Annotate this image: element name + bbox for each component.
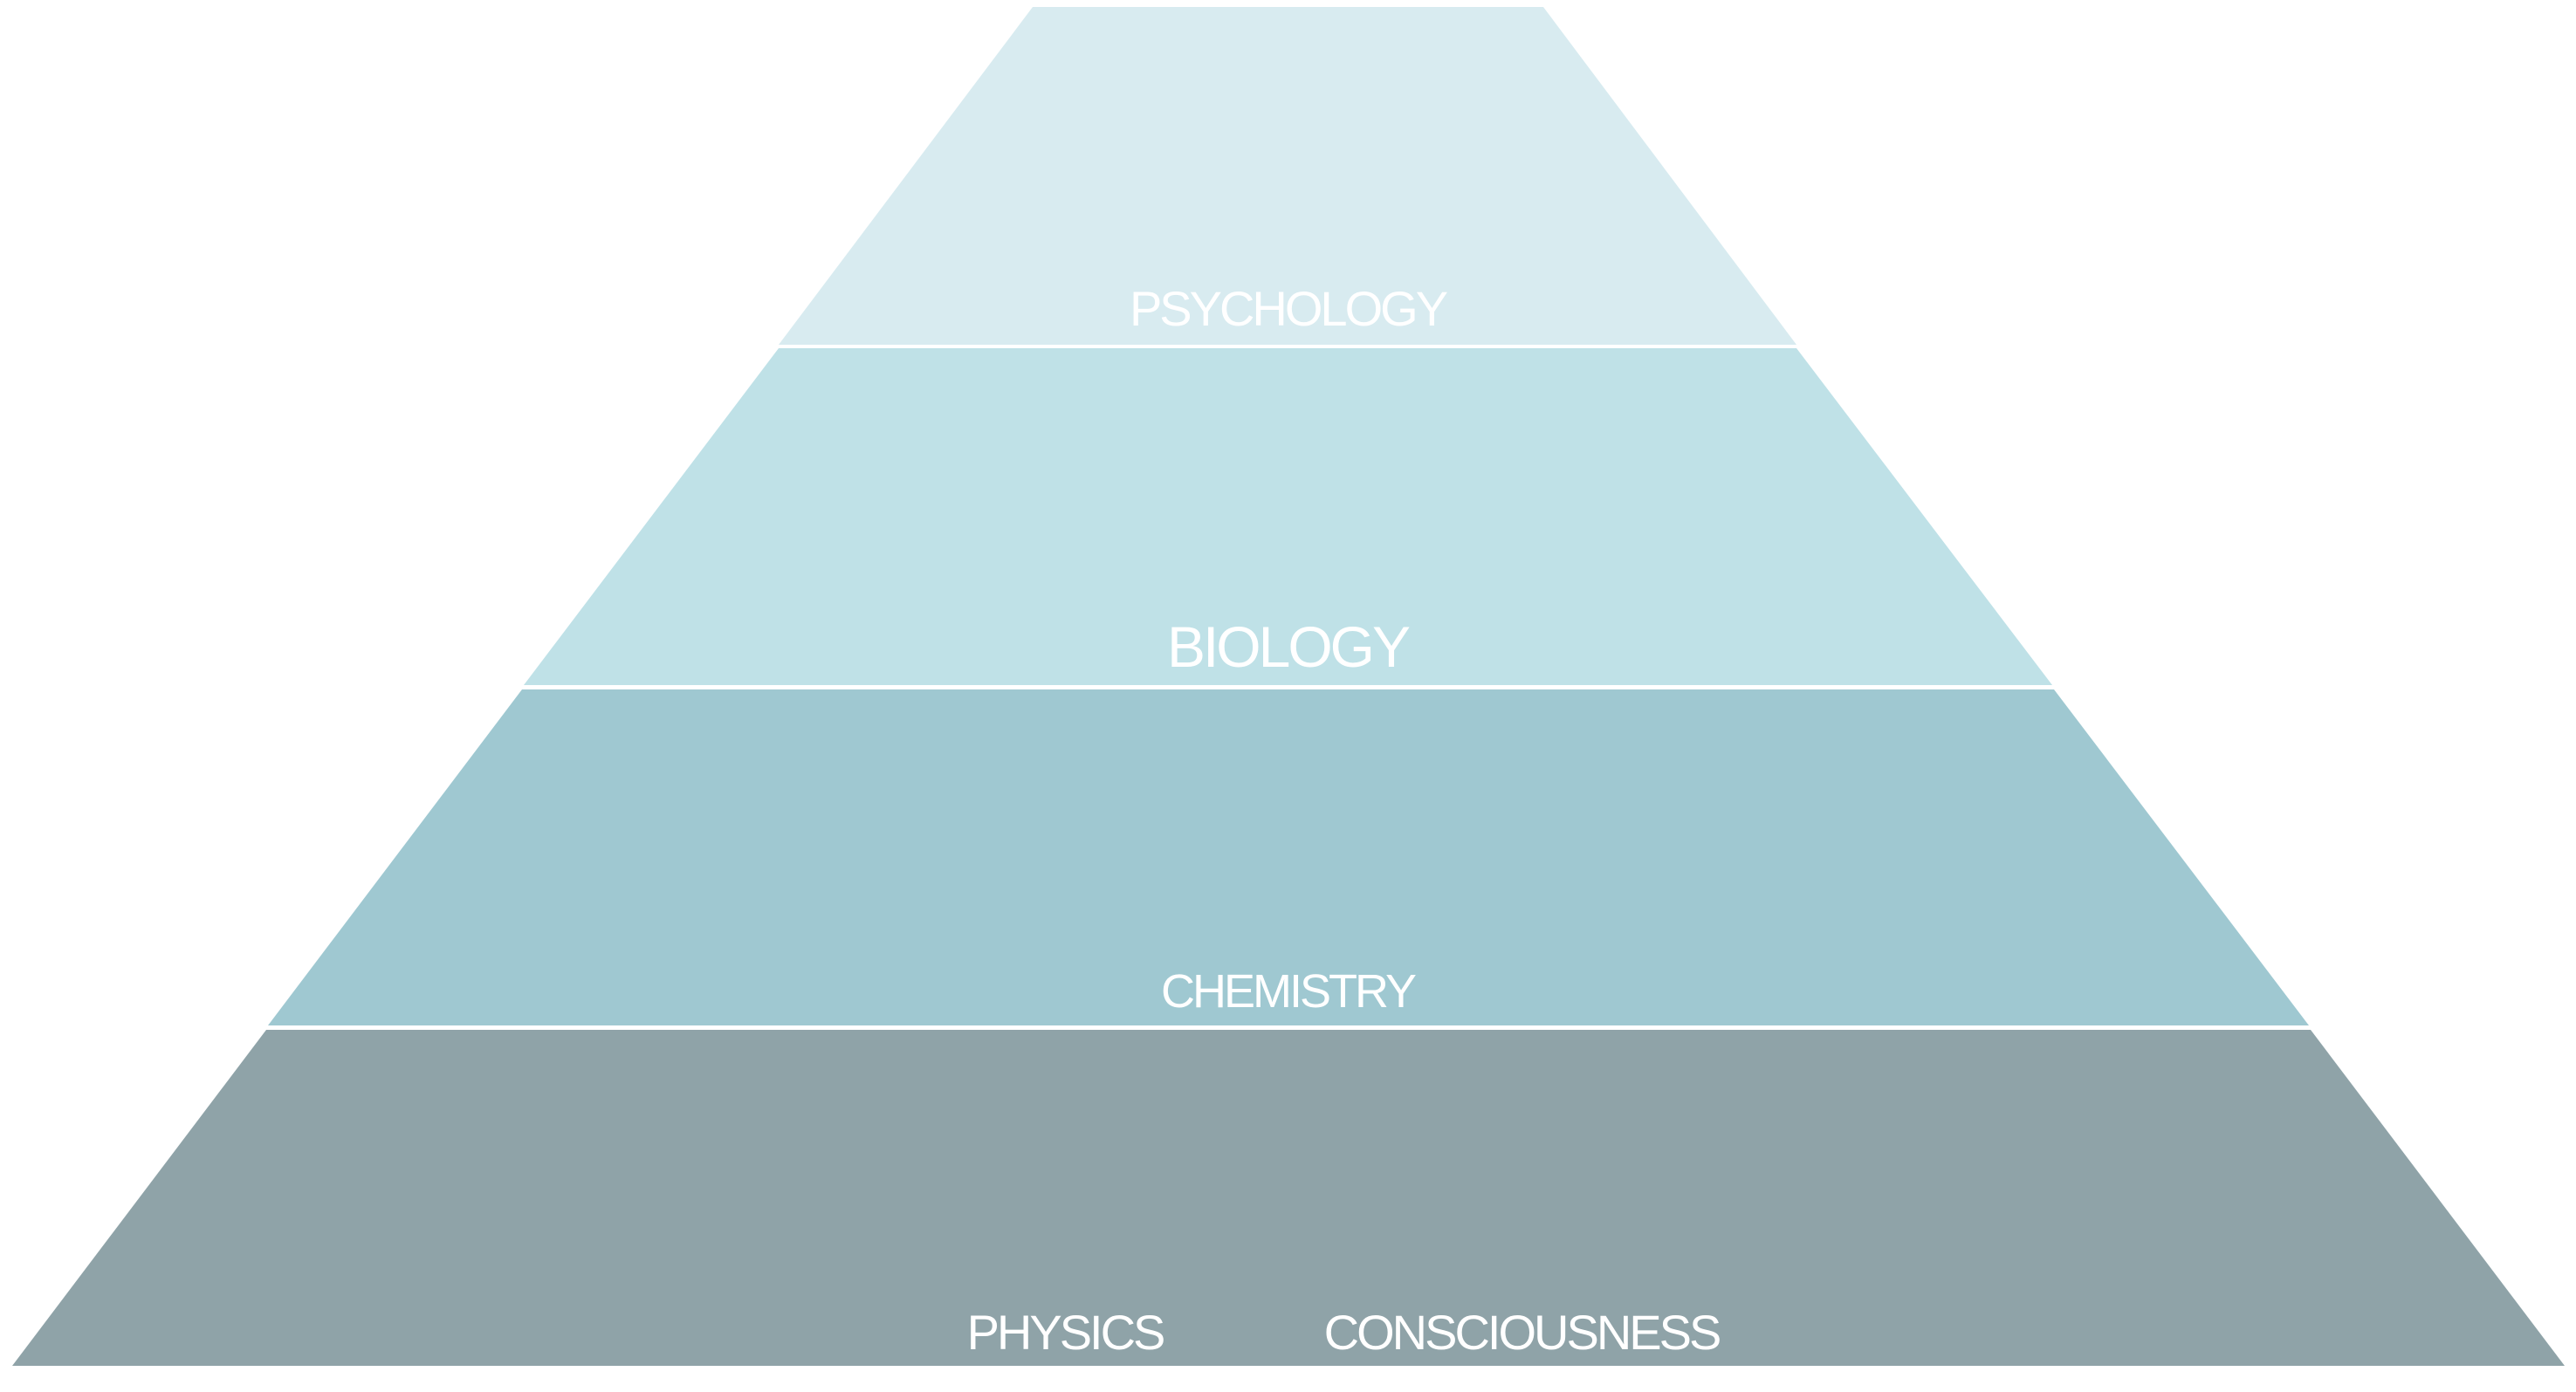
tier-physics-label: PHYSICS — [967, 1305, 1164, 1360]
tier-biology — [524, 348, 2052, 685]
tier-consciousness-label: CONSCIOUSNESS — [1324, 1305, 1720, 1360]
tier-psychology — [779, 7, 1796, 345]
tier-chemistry — [268, 689, 2309, 1025]
tier-physics — [12, 1030, 2565, 1366]
tier-biology-label: BIOLOGY — [1167, 614, 1410, 679]
tier-psychology-label: PSYCHOLOGY — [1130, 281, 1448, 336]
tier-chemistry-label: CHEMISTRY — [1161, 965, 1416, 1018]
